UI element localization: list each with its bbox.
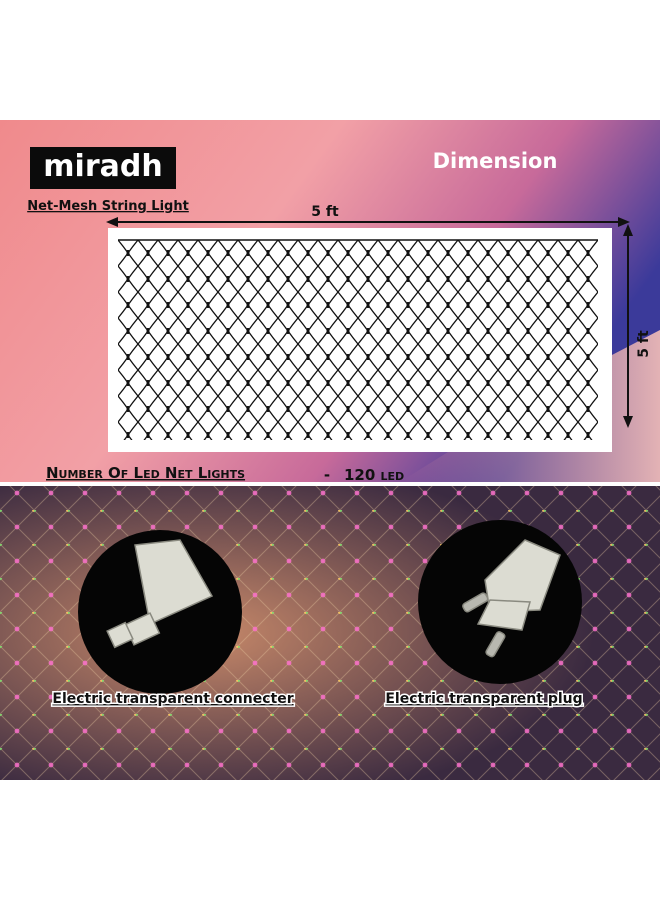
arrow-head bbox=[623, 224, 633, 236]
arrow-head bbox=[106, 217, 118, 227]
section-title: Dimension bbox=[433, 149, 558, 173]
plug-icon bbox=[462, 539, 561, 658]
plug-label: Electric transparent plug bbox=[385, 691, 582, 707]
arrow-head bbox=[623, 416, 633, 428]
product-name: Net-Mesh String Light bbox=[27, 199, 189, 214]
width-label: 5 ft bbox=[311, 204, 339, 220]
led-count-value: 120 led bbox=[344, 466, 404, 484]
led-count-label: Number Of Led Net Lights bbox=[46, 464, 245, 482]
connector-icon bbox=[106, 539, 214, 649]
logo-box bbox=[30, 147, 176, 189]
height-label: 5 ft bbox=[636, 330, 652, 358]
connector-label: Electric transparent connecter bbox=[52, 691, 293, 707]
net-mesh bbox=[118, 240, 598, 440]
brand-logo: miradh bbox=[43, 149, 162, 184]
arrow-head bbox=[618, 217, 630, 227]
separator: - bbox=[324, 466, 330, 484]
